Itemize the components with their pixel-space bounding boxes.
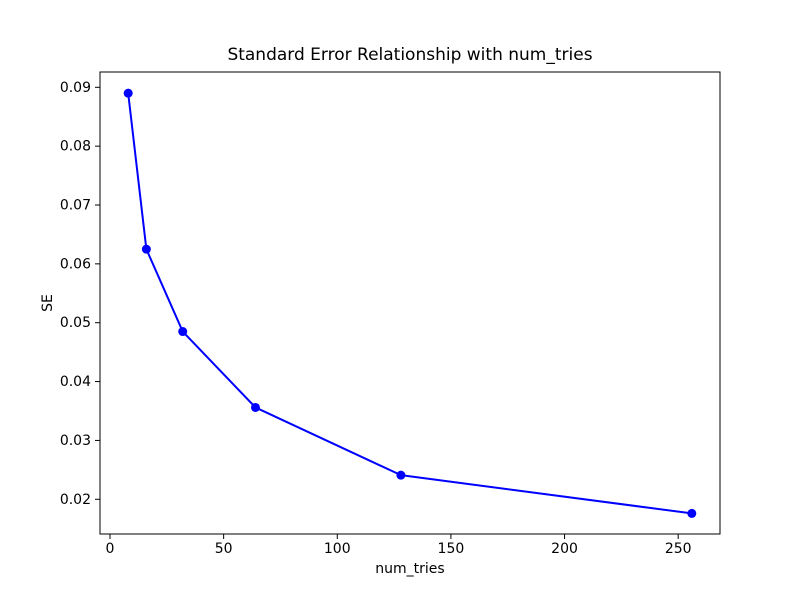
data-point <box>250 402 260 412</box>
series-layer <box>123 88 697 518</box>
data-point <box>396 470 406 480</box>
y-tick-label: 0.02 <box>60 492 91 508</box>
data-point <box>687 508 697 518</box>
data-point <box>123 88 133 98</box>
ticks-layer: 0 50 100 150 200 250 0.02 0.03 0.04 0.05 0.06 0.07 0… <box>60 80 692 557</box>
plot-area-border <box>99 71 721 535</box>
x-tick-label: 150 <box>438 541 465 557</box>
y-tick-label: 0.04 <box>60 374 91 390</box>
data-point <box>178 327 188 337</box>
chart-title: Standard Error Relationship with num_tri… <box>227 45 592 65</box>
y-axis-label: SE <box>40 294 56 312</box>
y-tick-label: 0.05 <box>60 315 91 331</box>
y-tick-label: 0.06 <box>60 256 91 272</box>
x-tick-label: 250 <box>665 541 692 557</box>
x-axis-label: num_tries <box>375 561 444 577</box>
y-tick-label: 0.03 <box>60 433 91 449</box>
data-point <box>141 244 151 254</box>
x-tick-label: 50 <box>215 541 233 557</box>
y-tick-label: 0.08 <box>60 139 91 155</box>
x-tick-label: 0 <box>106 541 115 557</box>
y-tick-label: 0.07 <box>60 198 91 214</box>
x-tick-label: 200 <box>551 541 578 557</box>
y-tick-label: 0.09 <box>60 80 91 96</box>
x-tick-label: 100 <box>324 541 351 557</box>
series-line <box>127 93 692 515</box>
